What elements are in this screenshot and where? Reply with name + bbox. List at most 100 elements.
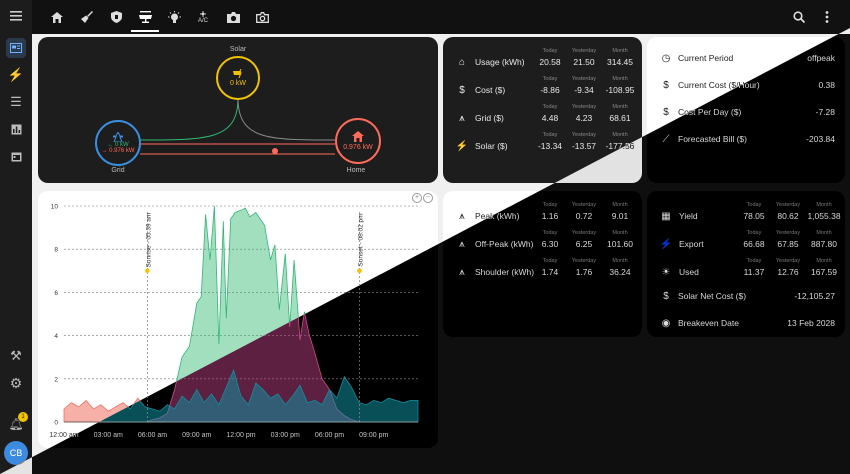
period-value: -7.28 [815, 107, 835, 117]
solar-power-icon [233, 69, 242, 78]
column-header: Yesterday [775, 202, 801, 208]
row-value: 101.60 [607, 239, 633, 249]
solar-card: ▦ Yield Today 78.05 Yesterday 80.62 Month 1,055… [647, 191, 845, 337]
row-label: Usage (kWh) [475, 57, 525, 67]
list-icon: ☰ [10, 94, 22, 109]
grid-node[interactable]: ← 0 kW → 0.976 kW [95, 120, 141, 166]
tab-aircon[interactable]: A/C [192, 6, 214, 28]
row-label: Yield [679, 211, 698, 221]
more-menu-button[interactable] [816, 6, 838, 28]
column-header: Yesterday [571, 202, 597, 208]
top-bar: A/C [32, 0, 850, 34]
y-tick-label: 10 [51, 204, 59, 211]
annotation-label: Sunrise - 05:39 am [145, 213, 152, 268]
tab-home[interactable] [46, 6, 68, 28]
x-tick-label: 09:00 pm [359, 432, 388, 439]
tab-lights[interactable] [163, 6, 185, 28]
row-label: Off-Peak (kWh) [475, 239, 534, 249]
tab-camera-outline[interactable] [251, 6, 273, 28]
x-tick-label: 12:00 pm [226, 432, 255, 439]
avatar[interactable]: CB [4, 441, 28, 465]
zoom-in-button[interactable]: + [412, 193, 422, 203]
period-value: -203.84 [806, 134, 835, 144]
broom-icon [81, 11, 93, 23]
dollar-icon: $ [663, 290, 669, 302]
column-header: Yesterday [571, 258, 597, 264]
period-card: ◷ Current Period offpeak $ Current Cost ($/H… [647, 37, 845, 183]
sidebar-item-calendar[interactable] [6, 146, 26, 166]
sidebar: ⚡ ☰ ⚒ ⚙ 🔔︎ 1 CB [0, 0, 32, 474]
solar-power-icon: ⚡ [455, 140, 469, 152]
column-header: Yesterday [571, 104, 597, 110]
tools-button[interactable]: ⚒ [6, 346, 26, 366]
home-node[interactable]: 0.976 kW [335, 118, 381, 164]
settings-icon: ⚙ [9, 374, 23, 391]
y-tick-label: 4 [54, 333, 58, 340]
dollar-icon: $ [663, 106, 669, 118]
tools-icon: ⚒ [10, 348, 22, 363]
power-flow-card: Solar 0 kW ← 0 kW → 0.976 kW Grid 0.976 … [38, 37, 438, 183]
solar-summary-value: -12,105.27 [794, 291, 835, 301]
aircon-icon [200, 10, 206, 17]
bulb-icon [167, 10, 181, 23]
home-icon [51, 11, 63, 23]
menu-icon[interactable] [6, 6, 26, 26]
period-value: 0.38 [818, 80, 835, 90]
tab-security[interactable] [105, 6, 127, 28]
dollar-icon: $ [459, 84, 465, 96]
sidebar-item-list[interactable]: ☰ [6, 92, 26, 112]
chart-series-0 [64, 205, 360, 423]
row-value: 1,055.38 [807, 211, 841, 221]
energy-icon: ⚡ [7, 67, 25, 82]
solar-summary-value: 13 Feb 2028 [787, 318, 835, 328]
home-icon: ⌂ [458, 56, 466, 68]
row-value: 80.62 [777, 211, 799, 221]
row-label: Solar ($) [475, 141, 508, 151]
notification-badge: 1 [18, 412, 28, 422]
transmission-tower-icon: ⩚ [459, 238, 465, 250]
row-label: Export [679, 239, 704, 249]
solar-power-icon: ⚡ [659, 238, 673, 250]
row-label: Shoulder (kWh) [475, 267, 535, 277]
column-header: Month [612, 202, 628, 208]
solar-node[interactable]: 0 kW [216, 56, 260, 100]
usage-card: ⌂ Usage (kWh) Today 20.58 Yesterday 21.50 Mont… [443, 37, 642, 183]
period-label: Current Cost ($/Hour) [678, 80, 760, 90]
zoom-out-button[interactable]: − [423, 193, 433, 203]
solar-panel-icon: ▦ [661, 210, 671, 222]
x-tick-label: 06:00 pm [315, 432, 344, 439]
shield-icon [110, 11, 122, 23]
home-icon [352, 131, 364, 142]
notifications-button[interactable]: 🔔︎ 1 [6, 412, 28, 434]
sidebar-item-energy[interactable]: ⚡ [6, 65, 26, 85]
x-tick-label: 12:00 am [49, 432, 78, 439]
period-label: Forecasted Bill ($) [678, 134, 747, 144]
tab-cleaning[interactable] [76, 6, 98, 28]
settings-button[interactable]: ⚙ [6, 373, 26, 393]
sidebar-item-overview[interactable] [6, 38, 26, 58]
search-button[interactable] [788, 6, 810, 28]
row-value: 1.76 [575, 267, 593, 277]
column-header: Yesterday [571, 48, 597, 54]
column-header: Month [816, 230, 832, 236]
transmission-tower-icon [113, 132, 123, 142]
eye-icon: ◉ [661, 317, 671, 329]
row-value: 67.85 [777, 239, 799, 249]
row-value: 36.24 [609, 267, 631, 277]
sidebar-item-history[interactable] [6, 119, 26, 139]
tab-camera[interactable] [222, 6, 244, 28]
row-value: 167.59 [811, 267, 837, 277]
y-tick-label: 8 [54, 247, 58, 254]
aircon-label: A/C [197, 17, 208, 24]
tab-solar[interactable] [134, 6, 156, 28]
column-header: Month [612, 76, 628, 82]
chart-line-icon: ⟋ [662, 133, 670, 145]
row-label: Cost ($) [475, 85, 506, 95]
home-label: Home [346, 167, 366, 174]
grid-label: Grid [111, 167, 125, 174]
column-header: Yesterday [571, 230, 597, 236]
clock-icon: ◷ [661, 52, 671, 64]
row-value: 12.76 [777, 267, 799, 277]
column-header: Yesterday [571, 76, 597, 82]
row-value: 887.80 [811, 239, 837, 249]
